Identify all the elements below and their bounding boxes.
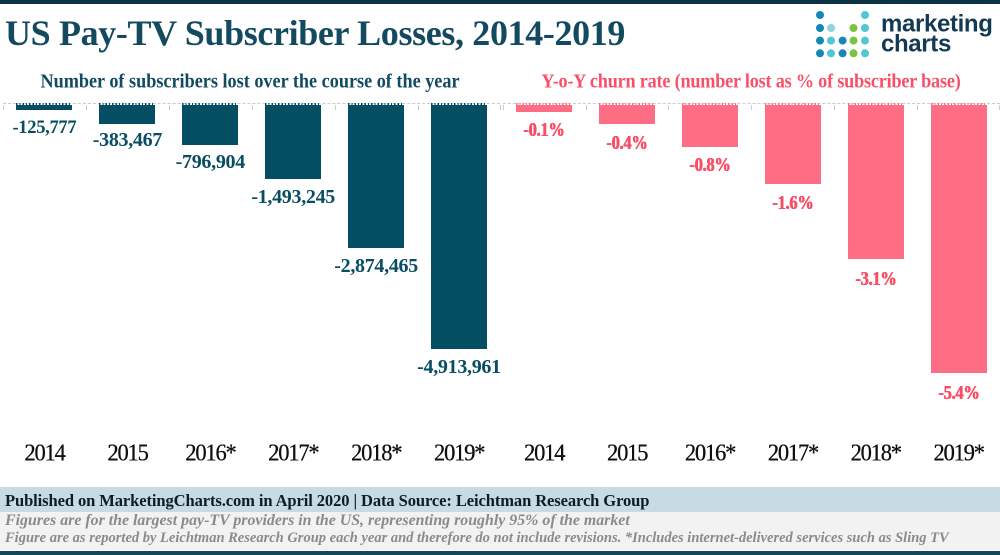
svg-text:charts: charts [881,30,951,57]
svg-text:marketing: marketing [881,10,993,37]
